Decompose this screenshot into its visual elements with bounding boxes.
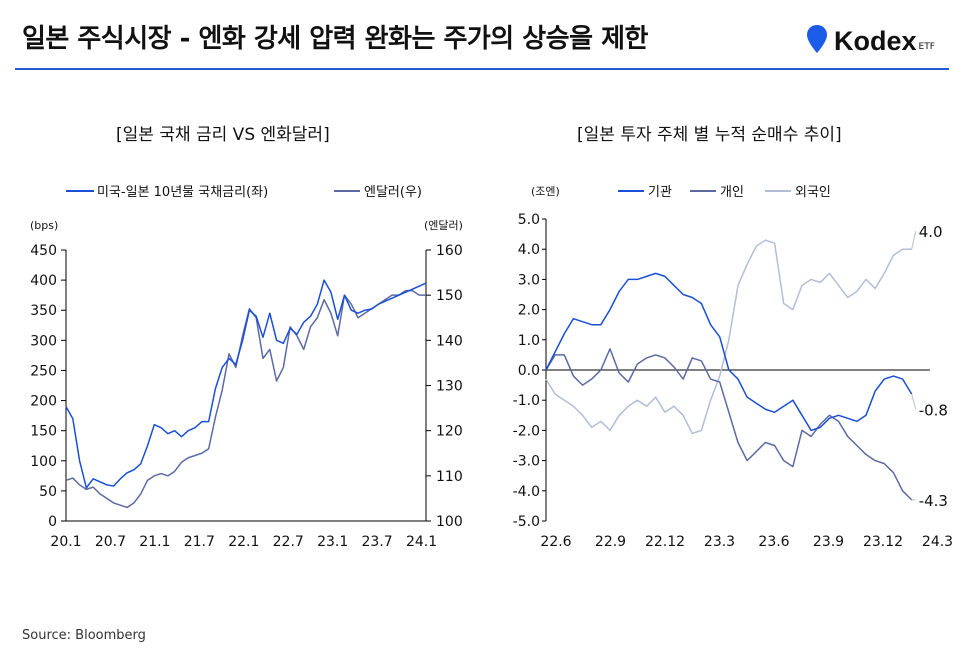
y-tick-label: -2.0 [513, 423, 540, 439]
left-tick-label: 400 [30, 273, 57, 289]
x-tick-label: 23.3 [704, 534, 735, 550]
left-tick-label: 50 [39, 484, 57, 500]
left-tick-label: 250 [30, 363, 57, 379]
x-tick-label: 22.1 [228, 534, 259, 550]
end-label-individual: -4.3 [919, 492, 948, 510]
x-tick-label: 23.12 [863, 534, 903, 550]
left-axis-unit: (bps) [30, 219, 58, 232]
x-tick-label: 22.12 [645, 534, 685, 550]
end-label-institution-leader [911, 394, 917, 410]
y-tick-label: -4.0 [513, 484, 540, 500]
right-tick-label: 140 [436, 333, 463, 349]
right-tick-label: 100 [436, 514, 463, 530]
brand-suffix: ETF [918, 42, 935, 52]
end-label-foreign: 4.0 [919, 223, 943, 241]
brand-logo: Kodex ETF [806, 24, 935, 56]
y-tick-label: -3.0 [513, 454, 540, 470]
brand-name: Kodex [834, 26, 917, 56]
left-tick-label: 150 [30, 424, 57, 440]
y-tick-label: 4.0 [518, 242, 540, 258]
end-label-institution: -0.8 [919, 401, 948, 419]
y-tick-label: 3.0 [518, 272, 540, 288]
x-tick-label: 23.7 [362, 534, 393, 550]
x-tick-label: 22.6 [540, 534, 571, 550]
legend-label-yen: 엔달러(우) [364, 185, 422, 200]
legend-label-spread: 미국-일본 10년물 국채금리(좌) [97, 185, 268, 200]
left-tick-label: 450 [30, 243, 57, 259]
location-pin-icon [807, 25, 827, 53]
left-tick-label: 100 [30, 454, 57, 470]
series-line-individual [545, 348, 913, 501]
x-tick-label: 23.9 [813, 534, 844, 550]
x-tick-label: 23.6 [758, 534, 789, 550]
right-tick-label: 110 [436, 469, 463, 485]
y-tick-label: 1.0 [518, 333, 540, 349]
left-tick-label: 0 [48, 514, 57, 530]
x-tick-label: 23.1 [317, 534, 348, 550]
right-tick-label: 150 [436, 288, 463, 304]
legend-label-0: 기관 [648, 185, 672, 200]
y-tick-label: 5.0 [518, 212, 540, 228]
right-tick-label: 120 [436, 424, 463, 440]
x-tick-label: 20.7 [95, 534, 126, 550]
x-tick-label: 21.1 [139, 534, 170, 550]
right-tick-label: 130 [436, 379, 463, 395]
right-tick-label: 160 [436, 243, 463, 259]
x-tick-label: 24.3 [922, 534, 953, 550]
y-tick-label: 2.0 [518, 303, 540, 319]
source-note: Source: Bloomberg [22, 628, 146, 643]
left-tick-label: 350 [30, 303, 57, 319]
axis-unit: (조엔) [531, 185, 560, 198]
x-tick-label: 24.1 [406, 534, 437, 550]
right-axis-unit: (엔달러) [424, 219, 463, 232]
series-line-institution [545, 272, 913, 432]
series-line-spread [65, 279, 427, 489]
end-label-foreign-leader [911, 230, 917, 250]
header-divider [15, 68, 949, 70]
x-tick-label: 20.1 [50, 534, 81, 550]
y-tick-label: -5.0 [513, 514, 540, 530]
x-tick-label: 22.9 [595, 534, 626, 550]
left-tick-label: 300 [30, 333, 57, 349]
page-title: 일본 주식시장 - 엔화 강세 압력 완화는 주가의 상승을 제한 [22, 24, 648, 54]
chart1-title: [일본 국채 금리 VS 엔화달러] [116, 125, 330, 145]
x-tick-label: 21.7 [184, 534, 215, 550]
y-tick-label: -1.0 [513, 393, 540, 409]
series-line-foreign [545, 239, 912, 435]
left-tick-label: 200 [30, 394, 57, 410]
y-tick-label: 0.0 [518, 363, 540, 379]
legend-label-2: 외국인 [795, 185, 831, 200]
x-tick-label: 22.7 [273, 534, 304, 550]
legend-label-1: 개인 [720, 185, 744, 200]
chart2-title: [일본 투자 주체 별 누적 순매수 추이] [577, 125, 842, 145]
